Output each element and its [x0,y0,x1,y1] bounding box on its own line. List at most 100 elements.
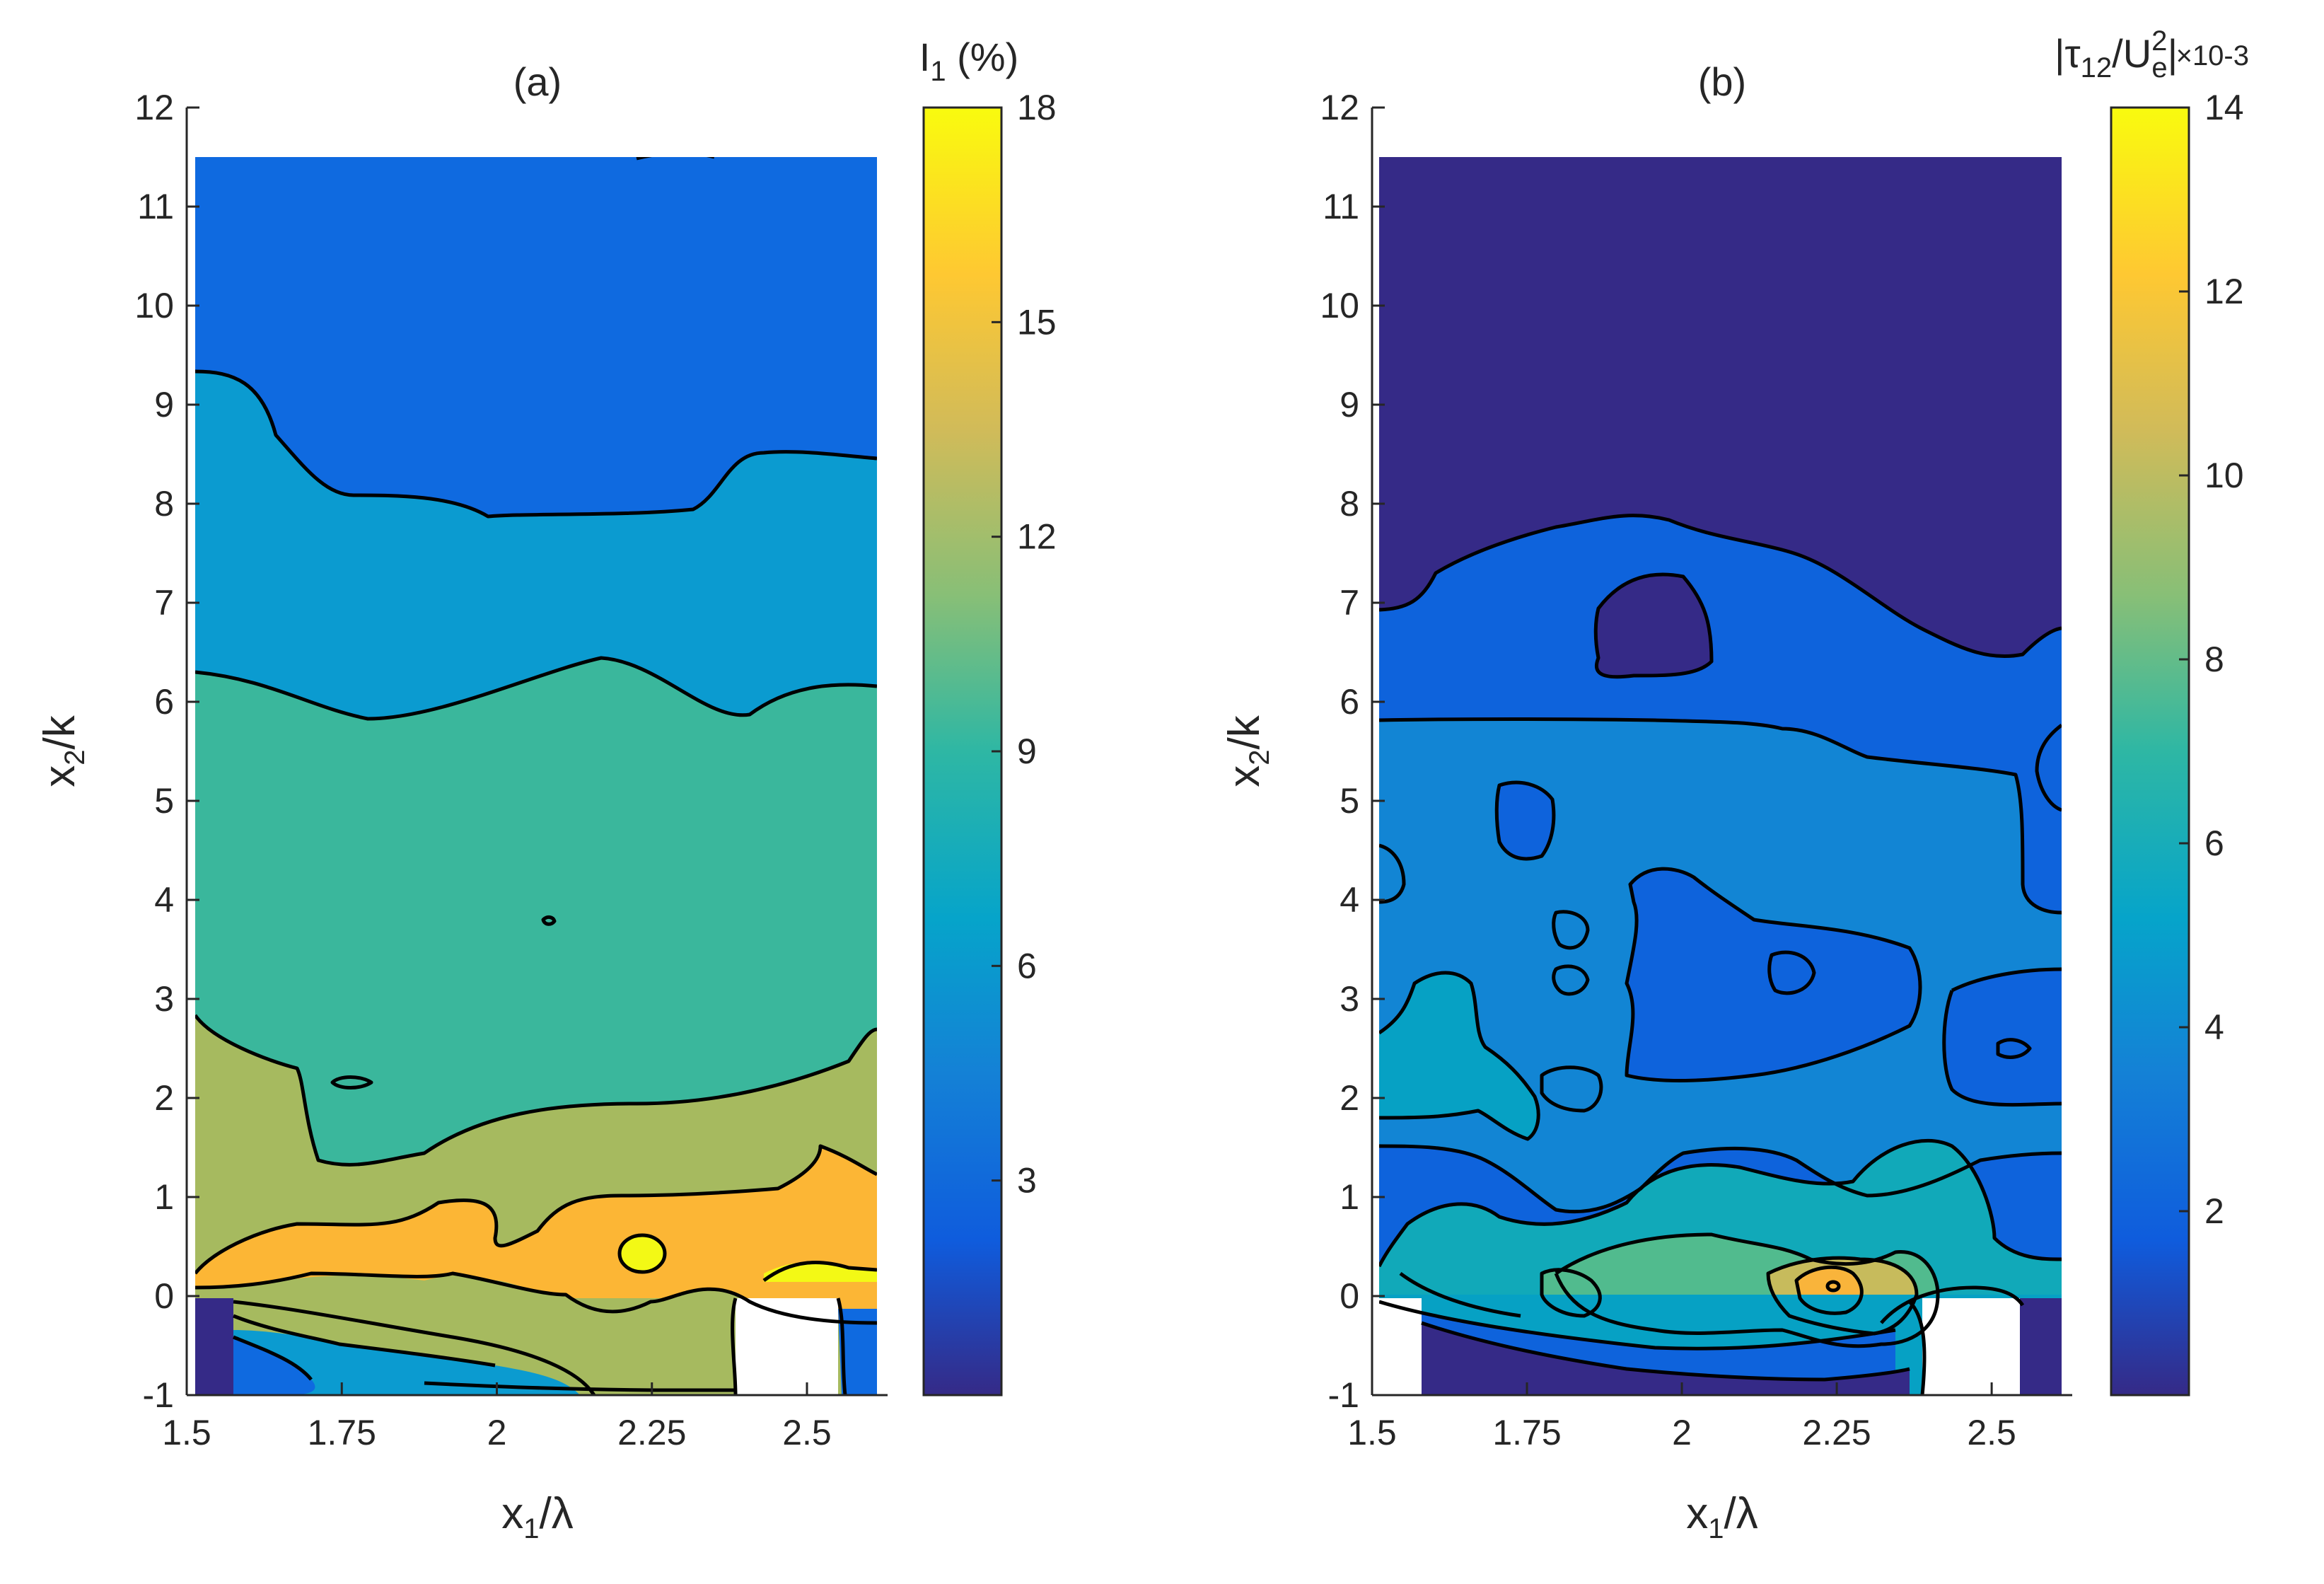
panel-b-ytick-label: 12 [1320,88,1359,127]
panel-b-line-blob1 [1552,910,1590,950]
panel-a-xtick-label: 2.5 [782,1413,832,1452]
panel-b-ytick-label: -1 [1328,1375,1359,1415]
panel-a-xtick-label: 1.5 [162,1413,211,1452]
panel-a-line-cavity3 [233,1335,313,1381]
panel-b-title: (b) [1698,59,1746,104]
panel-b-ytick-label: 7 [1340,583,1359,623]
panel-b-line-4-hole1 [1625,867,1922,1082]
panel-a-xlabel: x1/λ [501,1489,573,1544]
panel-a-ytick-label: 8 [154,484,174,524]
panel-a-ytick-label: 1 [154,1177,174,1217]
panel-b-ytick-label: 10 [1320,286,1359,325]
panel-a-colorbar-label: I1 (%) [919,35,1018,87]
panel-a-cavity-band-right [838,1309,877,1395]
panel-a-line-15 [195,1144,877,1275]
panel-b-colorbar-fill [2111,108,2189,1395]
panel-b-ytick-label: 6 [1340,682,1359,722]
panel-a-ytick-label: 0 [154,1276,174,1316]
panel-a-cavity-left-wall [195,1298,233,1395]
panel-b-line-left-edge [1379,843,1406,904]
panel-b-cavity-left [1379,1298,1422,1395]
panel-b-ytick-label: 3 [1340,979,1359,1019]
panel-b-ytick-label: 2 [1340,1078,1359,1118]
panel-a-colorbar-ticks: 3 6 9 12 15 18 [992,88,1057,1201]
panel-b-colorbar-ticks: 2 4 6 8 10 12 14 [2179,88,2244,1231]
panel-a-cavity-band-3-6 [233,1337,315,1395]
panel-b-ytick-label: 11 [1323,187,1359,226]
panel-a-contour-lines [195,157,877,1395]
panel-b-ytick-label: 5 [1340,781,1359,821]
panel-b-line-wall-step [1880,1285,2025,1324]
panel-b-line-4-hole2 [1951,967,2062,993]
panel-b-mask-top [1379,99,2062,157]
panel-b: -1 0 12 3 4 5 6 7 8 9 10 11 12 1.5 1.75 2 2.25 2.5 (b) x… [1220,25,2249,1544]
panel-b-line-cavity3 [1421,1321,1910,1382]
panel-b-line-10 [1766,1256,1919,1336]
panel-a-peak-18 [620,1235,665,1272]
panel-b-line-2 [1379,514,2062,659]
panel-b-colorbar-label: |τ12/U2 e| [2055,25,2178,83]
panel-b-line-cavity1 [1399,1271,1521,1318]
panel-b-colorbar-frame [2110,106,2190,1397]
panel-b-xtick-label: 1.75 [1492,1413,1561,1452]
panel-b-line-8-left [1540,1268,1602,1318]
panel-b-line-6 [1379,1138,2062,1268]
panel-b-cbtick-label: 14 [2204,88,2244,127]
panel-b-ytick-label: 9 [1340,385,1359,424]
panel-a-line-peak [617,1233,667,1274]
panel-a-ylabel: x2/k [35,715,91,787]
panel-a-ytick-label: 10 [134,286,174,325]
panel-b-xtick-label: 2.25 [1802,1413,1871,1452]
panel-b-cbtick-label: 10 [2204,456,2244,495]
panel-a-line-blob [330,1075,373,1089]
panel-a-line-9 [195,656,877,721]
panel-a-xtick-label: 1.75 [308,1413,376,1452]
panel-b-line-4b [1379,1144,2062,1214]
panel-b-xtick-label: 2 [1672,1413,1692,1452]
panel-b-line-6-left [1379,971,1540,1141]
panel-b-line-12 [1794,1265,1864,1315]
panel-b-xtick-label: 2.5 [1967,1413,2016,1452]
panel-a-line-cavity2 [233,1314,496,1368]
panel-a-band-15-18 [195,1146,877,1323]
panel-b-ytick-label: 8 [1340,484,1359,524]
panel-a-line-cavity1 [233,1300,596,1395]
panel-a-ytick-label: 6 [154,682,174,722]
panel-b-ytick-label: 4 [1340,880,1359,920]
panel-a-line-6 [195,369,877,519]
panel-a-ytick-label: 2 [154,1078,174,1118]
panel-b-x-ticks: 1.5 1.75 2 2.25 2.5 [1347,1382,2016,1452]
panel-b-xtick-label: 1.5 [1347,1413,1397,1452]
panel-b-band-4-6-hole1 [1627,869,1920,1081]
panel-b-ytick-label: 0 [1340,1276,1359,1316]
panel-a-cavity-band-6-9 [233,1330,580,1395]
panel-b-line-blob2 [1552,964,1590,996]
panel-a-cbtick-label: 9 [1017,732,1037,771]
panel-a-ytick-label: 7 [154,583,174,623]
panel-b-line-dark-spot2 [1996,1038,2032,1059]
panel-b-line-2-hole [1593,572,1714,679]
panel-a-ytick-label: 3 [154,979,174,1019]
panel-b-line-4 [1379,717,2062,915]
panel-a-colorbar: 3 6 9 12 15 18 I1 (%) [919,35,1057,1397]
panel-a-ytick-label: 12 [134,88,174,127]
panel-b-line-4-hole2b [1942,990,2062,1107]
panel-b-cbtick-label: 12 [2204,272,2244,311]
panel-a-colorbar-fill [924,108,1001,1395]
panel-a-ytick-label: -1 [143,1375,174,1415]
panel-a-mask-top [195,99,877,157]
panel-b-contour-fill [1379,99,2062,1395]
panel-b-line-cavity2 [1379,1300,1896,1351]
panel-a-contour-fill [195,99,877,1395]
panel-a-ytick-label: 9 [154,385,174,424]
panel-b-ylabel: x2/k [1220,715,1275,787]
panel-b-xlabel: x1/λ [1686,1489,1757,1544]
panel-a-xtick-label: 2 [487,1413,507,1452]
panel-b-cbtick-label: 6 [2204,823,2224,863]
